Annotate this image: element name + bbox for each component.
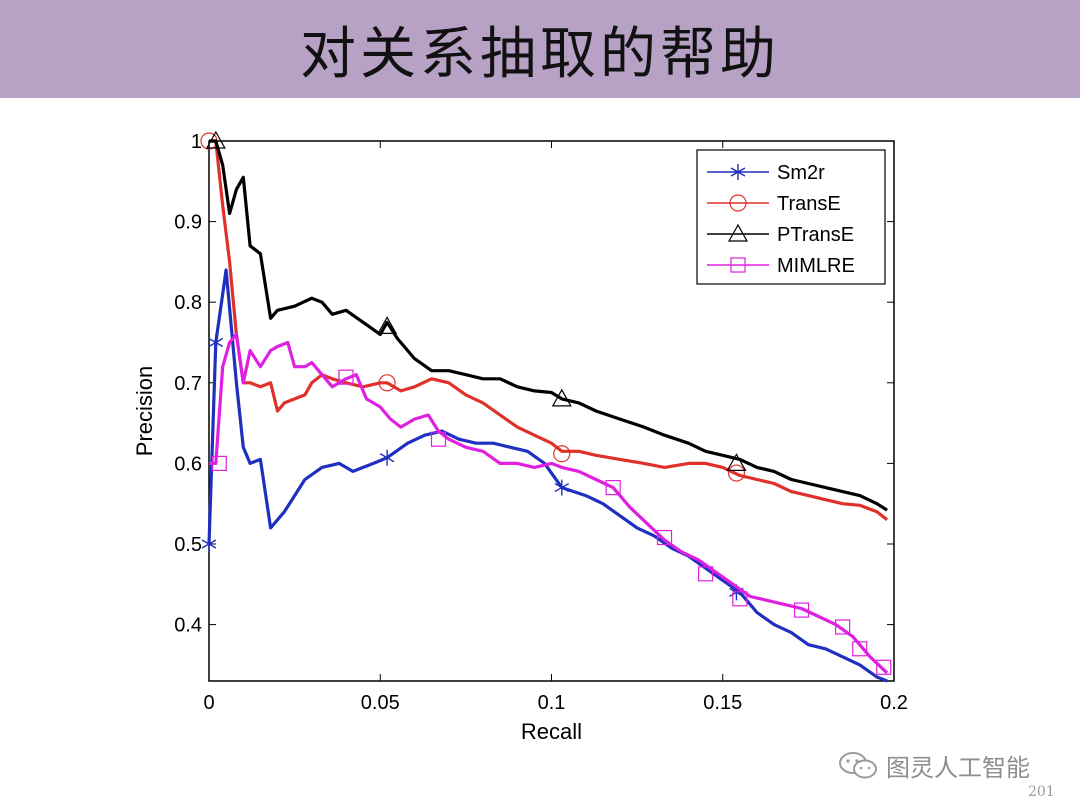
wechat-icon — [839, 751, 877, 778]
data-point-transe — [727, 464, 746, 482]
data-point-mimlre — [835, 619, 851, 635]
data-point-mimlre — [656, 529, 673, 546]
data-point-sm2r — [554, 479, 570, 496]
y-tick-label: 0.7 — [174, 373, 202, 395]
legend-label-transe: TransE — [777, 193, 841, 215]
data-point-ptranse — [377, 316, 398, 334]
slide-title: 对关系抽取的帮助 — [300, 21, 780, 87]
data-point-mimlre — [793, 602, 810, 618]
data-point-sm2r — [201, 535, 217, 552]
data-point-mimlre — [605, 479, 621, 496]
y-tick-label: 0.5 — [174, 534, 202, 556]
data-point-transe — [378, 374, 396, 392]
data-point-ptranse — [551, 388, 572, 407]
data-point-sm2r — [208, 334, 224, 351]
y-tick-label: 1 — [191, 131, 202, 153]
data-point-mimlre — [698, 566, 714, 582]
x-tick-label: 0.2 — [880, 692, 908, 714]
y-tick-label: 0.9 — [174, 212, 202, 234]
data-point-mimlre — [211, 455, 227, 471]
legend-marker-mimlre — [730, 257, 746, 273]
y-tick-label: 0.8 — [174, 292, 202, 314]
page-number: 201 — [1028, 784, 1055, 800]
legend-marker-transe — [729, 194, 747, 212]
x-axis-label: Recall — [521, 719, 582, 744]
series-line-mimlre — [209, 332, 889, 675]
y-axis-label: Precision — [132, 366, 157, 456]
x-tick-label: 0.1 — [538, 692, 566, 714]
y-tick-label: 0.4 — [174, 615, 202, 637]
series-group — [200, 130, 892, 683]
watermark-text: 图灵人工智能 — [886, 754, 1030, 782]
legend-marker-sm2r — [730, 164, 746, 180]
data-point-transe — [553, 445, 571, 463]
data-point-mimlre — [852, 641, 868, 657]
series-line-transe — [209, 139, 889, 522]
x-tick-label: 0 — [203, 692, 214, 714]
series-line-ptranse — [209, 139, 888, 512]
legend-label-ptranse: PTransE — [777, 224, 854, 246]
slide-title-bar: 对关系抽取的帮助 — [0, 0, 1080, 98]
legend: Sm2r TransE PTransE MIMLRE — [696, 149, 886, 285]
data-point-sm2r — [379, 449, 395, 466]
data-point-mimlre — [430, 431, 447, 447]
legend-label-sm2r: Sm2r — [777, 162, 825, 184]
data-point-mimlre — [338, 369, 354, 385]
x-tick-label: 0.15 — [703, 692, 742, 714]
y-tick-label: 0.6 — [174, 453, 202, 475]
watermark: 图灵人工智能 — [838, 748, 1030, 783]
series-line-sm2r — [207, 268, 888, 683]
data-point-ptranse — [205, 130, 226, 149]
x-tick-label: 0.05 — [361, 692, 400, 714]
data-point-ptranse — [726, 453, 747, 471]
legend-label-mimlre: MIMLRE — [777, 255, 855, 277]
data-point-mimlre — [732, 591, 748, 607]
data-point-mimlre — [876, 659, 892, 675]
legend-marker-ptranse — [727, 223, 749, 242]
